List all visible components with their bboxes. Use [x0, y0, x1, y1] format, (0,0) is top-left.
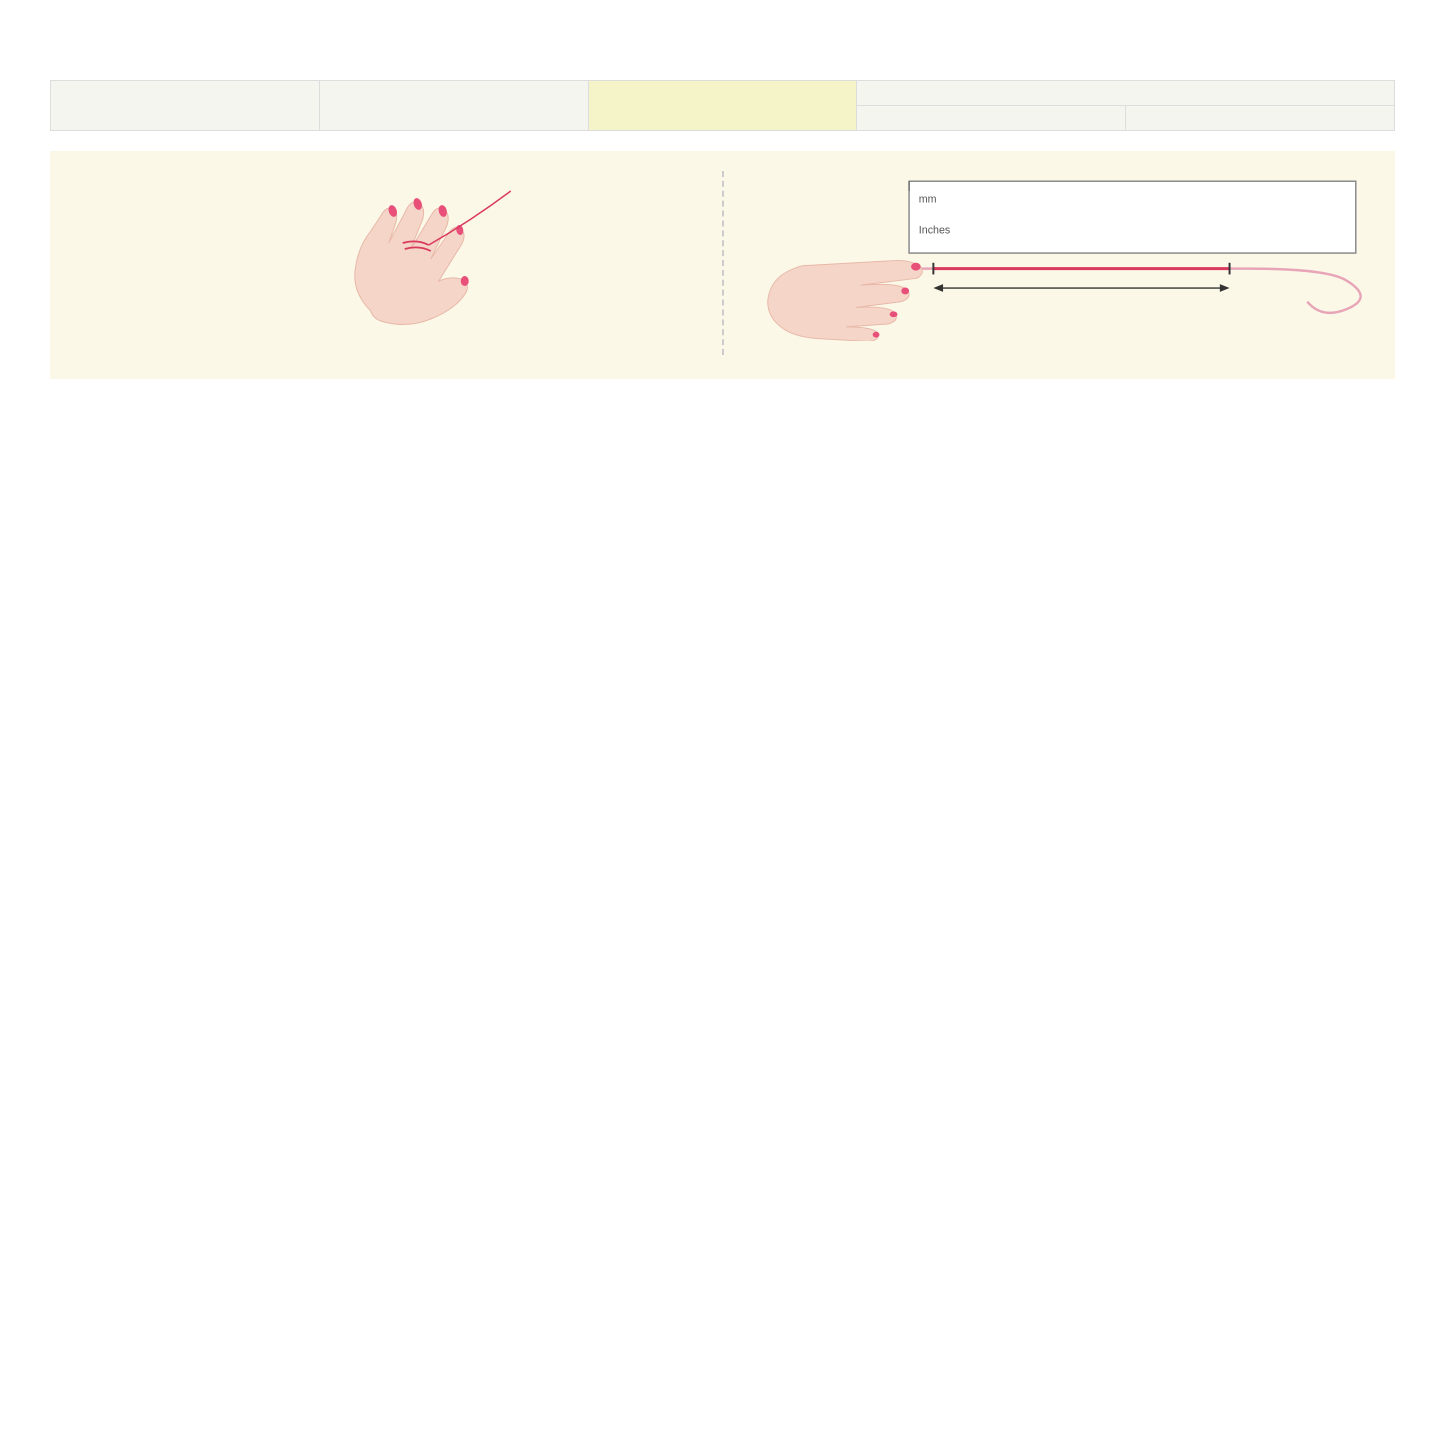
hand-wrap-icon: [80, 171, 702, 341]
th-gsk: [588, 81, 857, 131]
size-chart-table: [50, 80, 1395, 131]
svg-text:Inches: Inches: [918, 225, 949, 237]
howto-left: [80, 171, 702, 355]
ruler-measure-icon: mm Inches: [744, 171, 1366, 341]
th-circumference: [51, 81, 320, 131]
howto-right: mm Inches: [744, 171, 1366, 355]
th-us: [1126, 106, 1395, 131]
th-general: [857, 81, 1395, 106]
th-japan: [857, 106, 1126, 131]
th-diameter: [319, 81, 588, 131]
howto-divider: [722, 171, 724, 355]
howto-panel: mm Inches: [50, 151, 1395, 379]
svg-text:mm: mm: [918, 194, 936, 206]
